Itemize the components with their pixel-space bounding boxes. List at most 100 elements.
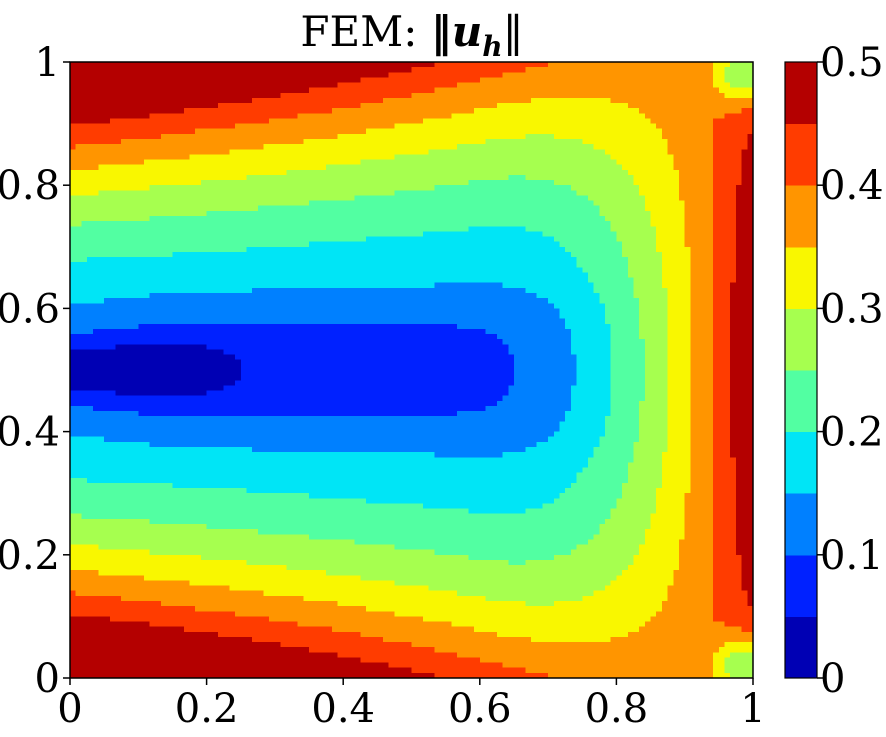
contour-cell bbox=[172, 364, 179, 371]
contour-cell bbox=[132, 195, 139, 202]
contour-cell bbox=[81, 667, 88, 674]
contour-cell bbox=[104, 128, 111, 135]
contour-cell bbox=[200, 287, 208, 294]
contour-cell bbox=[297, 580, 304, 587]
contour-cell bbox=[297, 67, 304, 73]
contour-cell bbox=[166, 518, 174, 525]
contour-cell bbox=[297, 370, 304, 376]
contour-cell bbox=[155, 298, 162, 304]
contour-cell bbox=[200, 328, 208, 335]
contour-cell bbox=[155, 293, 162, 299]
contour-cell bbox=[155, 72, 162, 78]
contour-cell bbox=[223, 344, 230, 351]
contour-cell bbox=[274, 539, 282, 546]
contour-cell bbox=[200, 652, 208, 659]
contour-cell bbox=[229, 611, 236, 617]
contour-cell bbox=[183, 149, 191, 155]
contour-cell bbox=[229, 431, 236, 438]
contour-cell bbox=[75, 529, 82, 535]
contour-cell bbox=[252, 662, 259, 669]
contour-cell bbox=[121, 77, 128, 84]
contour-cell bbox=[229, 554, 236, 561]
contour-cell bbox=[178, 421, 185, 428]
contour-cell bbox=[274, 441, 282, 448]
contour-cell bbox=[240, 477, 248, 484]
contour-cell bbox=[286, 529, 293, 535]
contour-cell bbox=[291, 185, 299, 191]
contour-cell bbox=[189, 108, 196, 114]
contour-cell bbox=[223, 518, 230, 525]
contour-cell bbox=[200, 611, 208, 617]
contour-cell bbox=[291, 133, 299, 140]
contour-cell bbox=[104, 477, 111, 484]
contour-cell bbox=[138, 559, 145, 566]
contour-cell bbox=[81, 354, 88, 361]
contour-cell bbox=[183, 472, 191, 479]
contour-cell bbox=[138, 169, 145, 176]
contour-cell bbox=[92, 169, 100, 176]
contour-cell bbox=[109, 467, 117, 474]
contour-cell bbox=[115, 580, 122, 587]
contour-cell bbox=[109, 477, 117, 484]
contour-cell bbox=[235, 441, 242, 448]
contour-cell bbox=[235, 149, 242, 155]
contour-cell bbox=[223, 513, 230, 520]
contour-cell bbox=[178, 554, 185, 561]
contour-cell bbox=[286, 405, 293, 412]
contour-cell bbox=[195, 426, 202, 433]
contour-cell bbox=[212, 493, 219, 499]
contour-cell bbox=[75, 123, 82, 130]
contour-cell bbox=[87, 241, 94, 248]
contour-cell bbox=[200, 421, 208, 428]
contour-cell bbox=[291, 298, 299, 304]
contour-cell bbox=[143, 426, 151, 433]
contour-cell bbox=[280, 293, 287, 299]
contour-cell bbox=[252, 62, 259, 68]
contour-cell bbox=[229, 606, 236, 612]
contour-cell bbox=[138, 606, 145, 612]
contour-cell bbox=[189, 128, 196, 135]
contour-cell bbox=[229, 370, 236, 376]
contour-cell bbox=[212, 508, 219, 515]
contour-cell bbox=[212, 313, 219, 320]
contour-cell bbox=[291, 621, 299, 628]
contour-cell bbox=[274, 174, 282, 181]
contour-cell bbox=[280, 123, 287, 130]
contour-cell bbox=[92, 118, 100, 125]
contour-cell bbox=[87, 97, 94, 104]
contour-cell bbox=[87, 452, 94, 458]
contour-cell bbox=[172, 308, 179, 315]
contour-cell bbox=[280, 103, 287, 109]
contour-cell bbox=[172, 195, 179, 202]
contour-cell bbox=[235, 97, 242, 104]
contour-cell bbox=[104, 257, 111, 263]
contour-cell bbox=[143, 380, 151, 386]
contour-cell bbox=[240, 611, 248, 617]
contour-cell bbox=[143, 200, 151, 207]
contour-cell bbox=[166, 431, 174, 438]
contour-cell bbox=[178, 359, 185, 366]
contour-cell bbox=[297, 246, 304, 253]
contour-cell bbox=[280, 534, 287, 540]
contour-cell bbox=[229, 87, 236, 94]
contour-cell bbox=[280, 251, 287, 258]
contour-cell bbox=[166, 488, 174, 494]
contour-cell bbox=[303, 144, 310, 150]
contour-cell bbox=[132, 128, 139, 135]
contour-cell bbox=[70, 313, 77, 320]
contour-cell bbox=[286, 339, 293, 345]
contour-cell bbox=[246, 524, 253, 530]
contour-cell bbox=[257, 144, 265, 150]
contour-cell bbox=[223, 82, 230, 89]
contour-cell bbox=[183, 282, 191, 289]
contour-cell bbox=[200, 595, 208, 602]
contour-cell bbox=[291, 657, 299, 664]
contour-cell bbox=[195, 482, 202, 489]
contour-cell bbox=[166, 503, 174, 510]
contour-cell bbox=[200, 216, 208, 222]
contour-cell bbox=[172, 169, 179, 176]
contour-cell bbox=[172, 636, 179, 643]
contour-cell bbox=[161, 595, 168, 602]
contour-cell bbox=[263, 154, 270, 161]
contour-cell bbox=[195, 267, 202, 274]
